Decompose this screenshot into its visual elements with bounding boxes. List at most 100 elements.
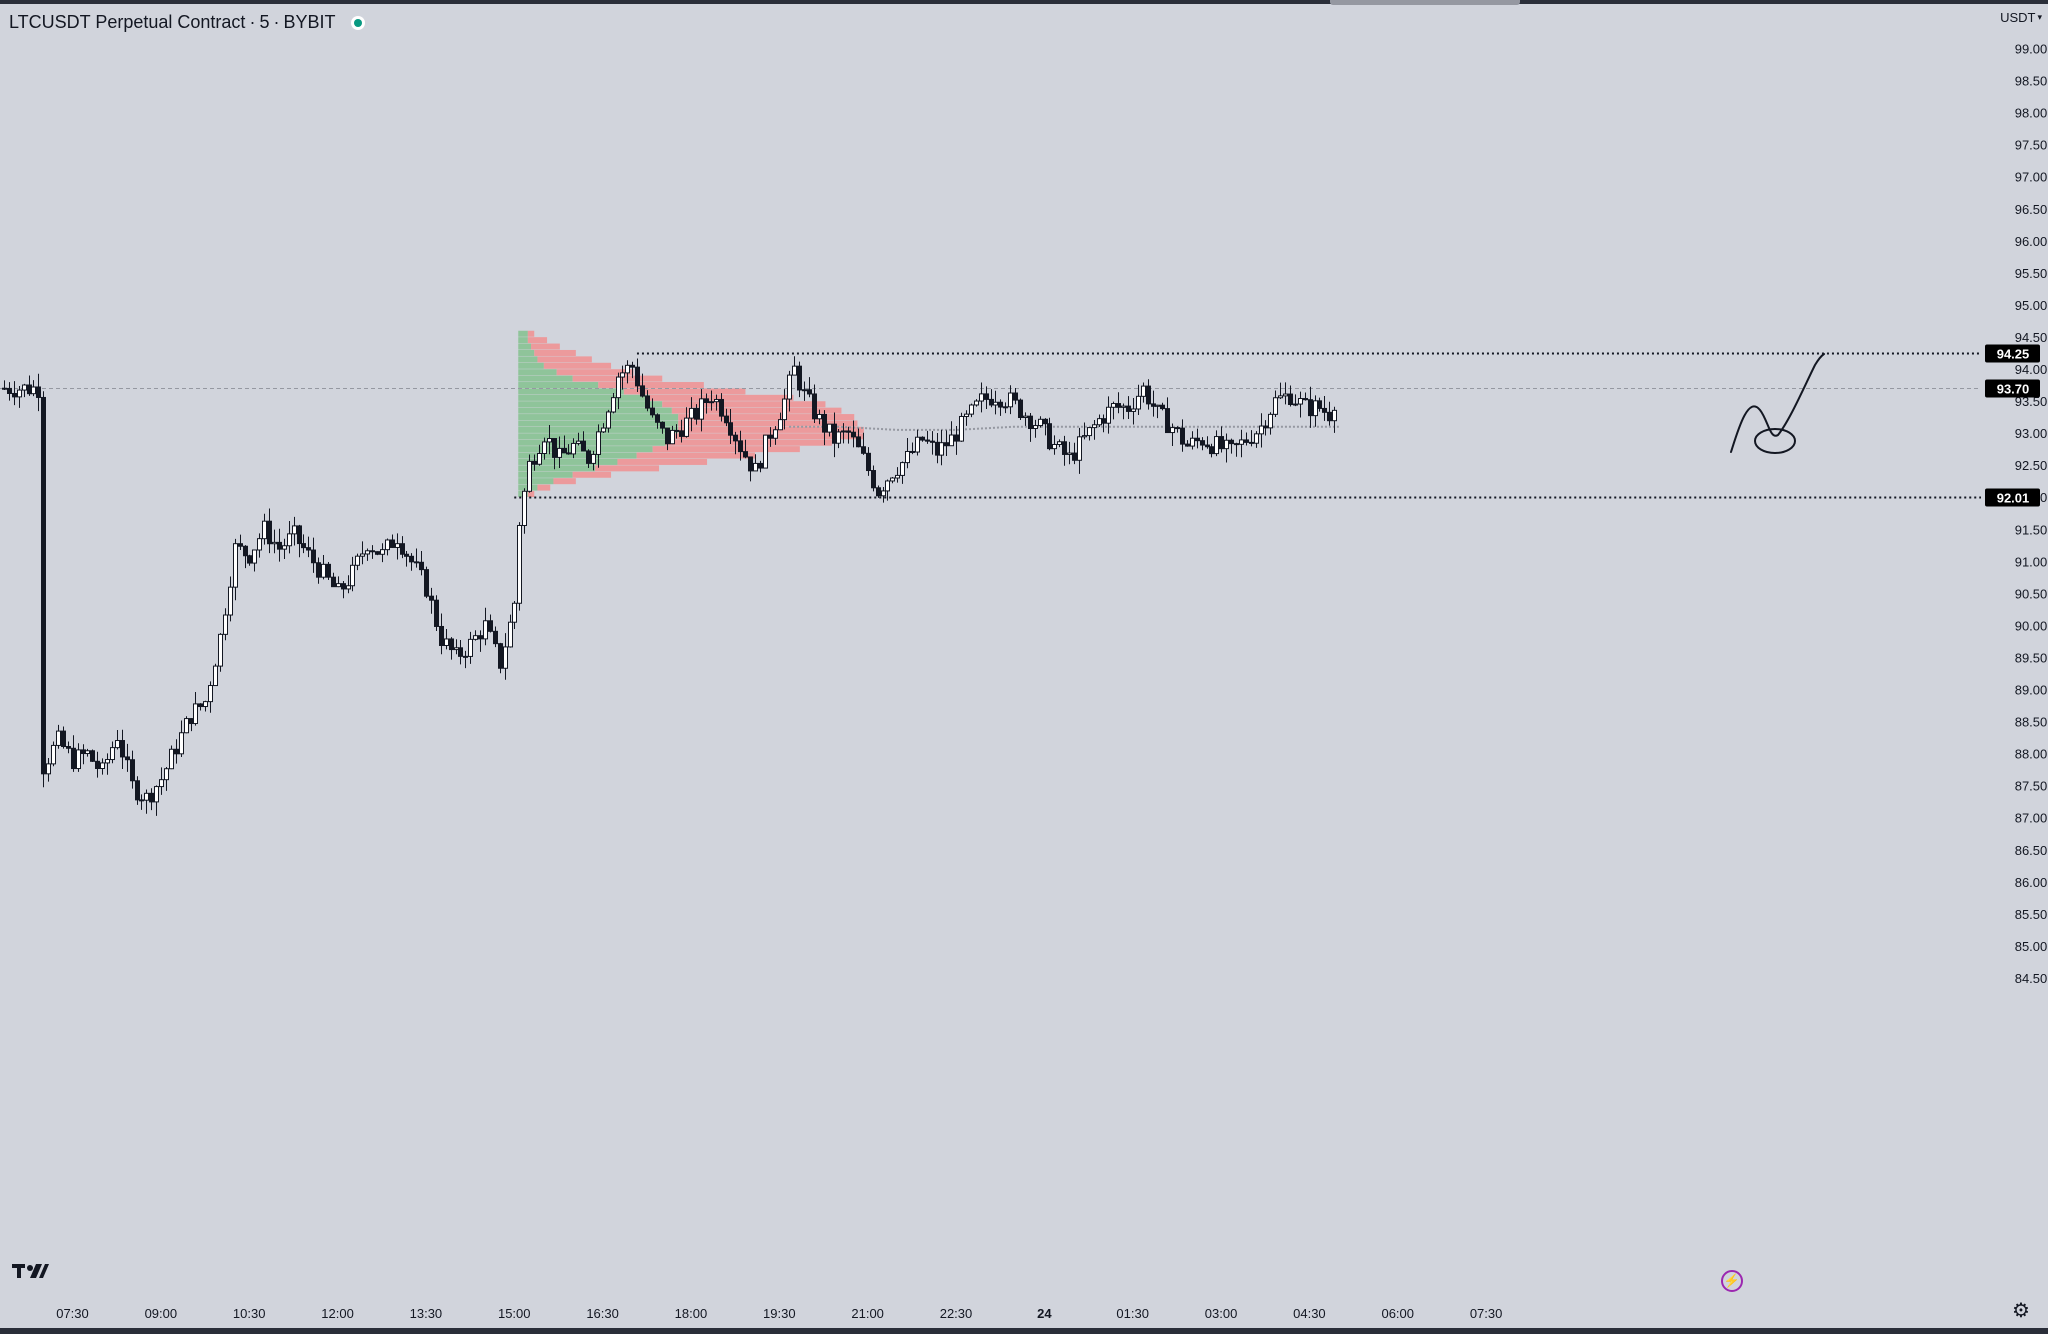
y-axis-tick-label: 85.50 — [2015, 907, 2048, 922]
candle-body — [424, 569, 429, 597]
candle-body — [1205, 444, 1210, 448]
candle-body — [321, 563, 326, 578]
price-label-box[interactable] — [1985, 488, 2040, 507]
candle-body — [189, 718, 194, 725]
candle-body — [493, 630, 498, 645]
candle-body — [311, 549, 316, 564]
x-axis-tick-label: 15:00 — [498, 1306, 531, 1321]
freehand-drawing[interactable] — [1730, 353, 1825, 453]
candle-body — [753, 462, 758, 472]
candle-body — [748, 456, 753, 472]
candle-body — [738, 440, 743, 453]
volume-profile-up-bar — [518, 394, 650, 401]
y-axis-tick-label: 88.50 — [2015, 715, 2048, 730]
candle-body — [1067, 452, 1072, 455]
candle-body — [655, 414, 660, 423]
volume-profile-up-bar — [518, 330, 528, 337]
candle-body — [993, 401, 998, 406]
volume-profile-up-bar — [518, 382, 599, 389]
candle-body — [203, 701, 208, 708]
freehand-circle[interactable] — [1754, 428, 1796, 454]
interval-label[interactable]: 5 — [259, 12, 270, 32]
candle-body — [694, 407, 699, 420]
candle-body — [1268, 413, 1273, 429]
candle-body — [272, 541, 277, 545]
volume-profile-up-bar — [518, 452, 637, 459]
candle-body — [1151, 403, 1156, 407]
candle-body — [1033, 425, 1038, 430]
symbol-name[interactable]: LTCUSDT Perpetual Contract — [9, 12, 246, 32]
candle-body — [370, 550, 375, 553]
candle-body — [1303, 398, 1308, 401]
y-axis-tick-label: 89.00 — [2015, 683, 2048, 698]
candle-body — [193, 703, 198, 725]
volume-profile-down-bar — [678, 426, 864, 433]
currency-selector[interactable]: USDT ▾ — [2000, 10, 2042, 25]
candle-body — [1288, 393, 1293, 406]
y-axis-tick-label: 97.50 — [2015, 138, 2048, 153]
candle-body — [522, 490, 527, 526]
candle-body — [630, 364, 635, 368]
volume-profile-up-bar — [518, 337, 528, 344]
candle-body — [724, 415, 729, 424]
y-axis-tick-label: 94.00 — [2015, 362, 2048, 377]
tradingview-logo-icon[interactable] — [12, 1262, 50, 1282]
candle-body — [409, 555, 414, 563]
volume-profile-down-bar — [527, 330, 535, 337]
candle-body — [174, 748, 179, 755]
volume-profile-down-bar — [671, 407, 842, 414]
candle-body — [728, 422, 733, 436]
price-label: 93.70 — [1997, 382, 2030, 397]
price-label-box[interactable] — [1985, 344, 2040, 363]
candle-body — [709, 401, 714, 404]
candle-body — [208, 685, 213, 703]
top-drag-handle[interactable] — [1330, 0, 1520, 5]
candle-body — [645, 395, 650, 409]
candle-body — [566, 452, 571, 455]
candle-body — [449, 638, 454, 651]
candle-body — [851, 431, 856, 438]
candle-body — [601, 427, 606, 433]
volume-profile-up-bar — [518, 356, 538, 363]
candle-body — [56, 730, 61, 746]
candle-body — [350, 564, 355, 587]
candle-body — [228, 586, 233, 616]
price-label-box[interactable] — [1985, 379, 2040, 398]
candle-body — [110, 747, 115, 761]
lightning-bolt-icon[interactable]: ⚡ — [1721, 1270, 1743, 1292]
x-axis-tick-label: 12:00 — [321, 1306, 354, 1321]
candle-body — [714, 398, 719, 403]
status-dot-icon[interactable] — [351, 15, 366, 30]
candle-body — [606, 411, 611, 429]
candle-body — [120, 740, 125, 758]
volume-profile-up-bar — [518, 458, 618, 465]
x-axis-tick-label: 19:30 — [763, 1306, 796, 1321]
candle-body — [71, 747, 76, 770]
candle-body — [1185, 443, 1190, 447]
symbol-legend[interactable]: LTCUSDT Perpetual Contract · 5 · BYBIT — [9, 12, 366, 33]
candle-body — [292, 525, 297, 535]
candle-body — [984, 393, 989, 400]
volume-profile-up-bar — [518, 375, 573, 382]
x-axis-tick-label: 24 — [1037, 1306, 1052, 1321]
candle-body — [439, 625, 444, 646]
candle-body — [895, 474, 900, 479]
volume-profile-up-bar — [518, 388, 624, 395]
candle-body — [85, 750, 90, 755]
candle-body — [1165, 408, 1170, 434]
candle-body — [836, 431, 841, 444]
candle-body — [586, 450, 591, 464]
candle-body — [1200, 440, 1205, 446]
candle-body — [223, 614, 228, 635]
volume-profile-down-bar — [543, 362, 612, 369]
candle-body — [640, 385, 645, 397]
volume-profile-down-bar — [636, 452, 756, 459]
gear-icon[interactable]: ⚙ — [2012, 1300, 2030, 1322]
y-axis-tick-label: 86.50 — [2015, 843, 2048, 858]
candle-body — [792, 365, 797, 376]
candle-body — [100, 762, 105, 770]
candle-body — [949, 434, 954, 447]
candle-body — [287, 533, 292, 547]
candle-body — [1234, 443, 1239, 446]
